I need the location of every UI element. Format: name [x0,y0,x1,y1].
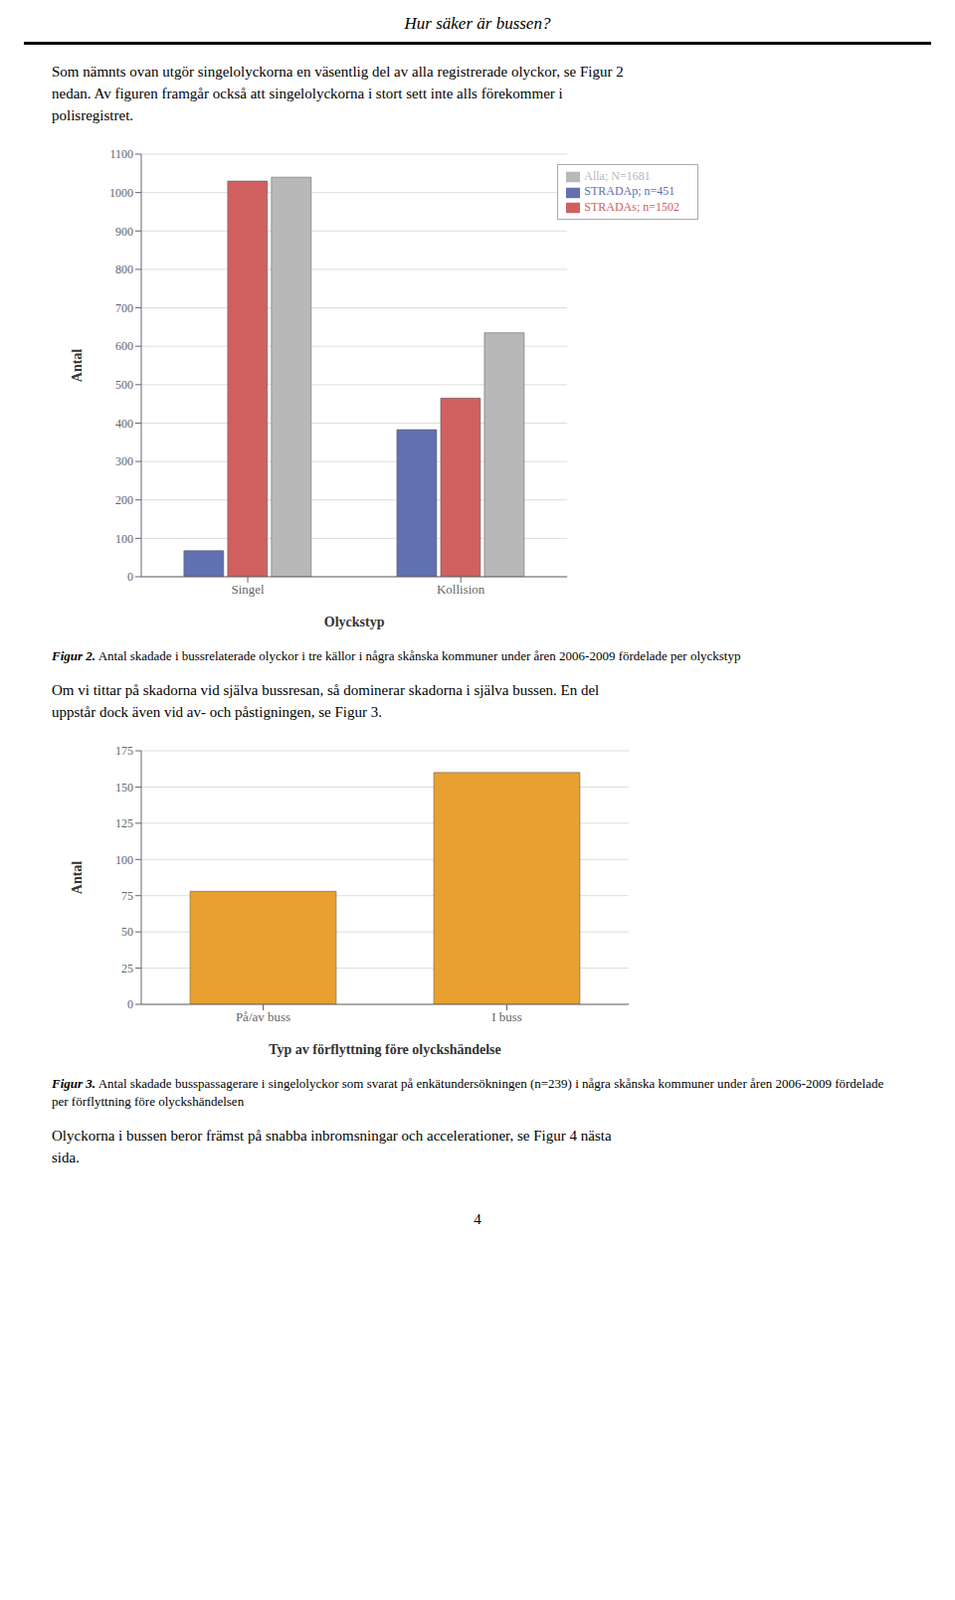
html-text:nedan. Av figuren framgår ocks: nedan. Av figuren framgår också att sing… [51,85,563,102]
svg-text:125: 125 [115,816,134,831]
html-text:Olyckorna i bussen beror främs: Olyckorna i bussen beror främst på snabb… [51,1128,612,1145]
html-text:uppstår dock även vid av- och: uppstår dock även vid av- och påstigning… [51,704,382,721]
html-text:sida.: sida. [51,1149,80,1166]
svg-text:900: 900 [115,224,134,239]
html-text:Hur säker är bussen?: Hur säker är bussen? [404,13,551,33]
svg-text:300: 300 [115,454,134,469]
html-text:polisregistret.: polisregistret. [51,107,134,124]
svg-text:200: 200 [115,493,134,508]
svg-text:175: 175 [115,744,134,759]
svg-text:Antal: Antal [69,861,85,896]
svg-text:Olyckstyp: Olyckstyp [324,614,385,630]
svg-text:75: 75 [121,889,134,904]
svg-text:150: 150 [115,780,134,795]
svg-text:400: 400 [115,416,134,431]
html-text:STRADAs; n=1502: STRADAs; n=1502 [584,199,680,214]
svg-text:Kollision: Kollision [436,581,486,597]
svg-text:1100: 1100 [109,147,134,162]
svg-text:500: 500 [115,378,134,392]
html-text:Om vi tittar på skadorna vid s: Om vi tittar på skadorna vid själva buss… [51,682,600,699]
svg-text:700: 700 [115,301,134,316]
html-text:STRADAp; n=451: STRADAp; n=451 [584,184,675,199]
svg-text:1000: 1000 [109,186,134,200]
svg-text:Typ av förflyttning före olyck: Typ av förflyttning före olyckshändelse [268,1042,502,1058]
svg-text:600: 600 [115,339,134,354]
svg-text:0: 0 [127,570,134,584]
html-text:Figur 2. Antal skadade i bussr: Figur 2. Antal skadade i bussrelaterade … [51,648,741,664]
html-text:4: 4 [473,1211,482,1228]
svg-text:100: 100 [115,853,134,868]
svg-text:0: 0 [127,997,134,1012]
svg-text:25: 25 [121,961,134,976]
svg-text:50: 50 [121,925,134,940]
html-text:Figur 3. Antal skadade busspas: Figur 3. Antal skadade busspassagerare i… [51,1076,884,1110]
svg-text:800: 800 [115,262,134,277]
html-text:Alla; N=1681: Alla; N=1681 [584,169,651,184]
svg-text:Antal: Antal [69,349,85,383]
html-text:Som nämnts ovan utgör singelol: Som nämnts ovan utgör singelolyckorna en… [51,63,624,80]
svg-text:Singel: Singel [230,581,265,597]
svg-text:På/av buss: På/av buss [235,1009,291,1025]
svg-text:I buss: I buss [491,1009,523,1025]
svg-text:100: 100 [115,532,134,547]
